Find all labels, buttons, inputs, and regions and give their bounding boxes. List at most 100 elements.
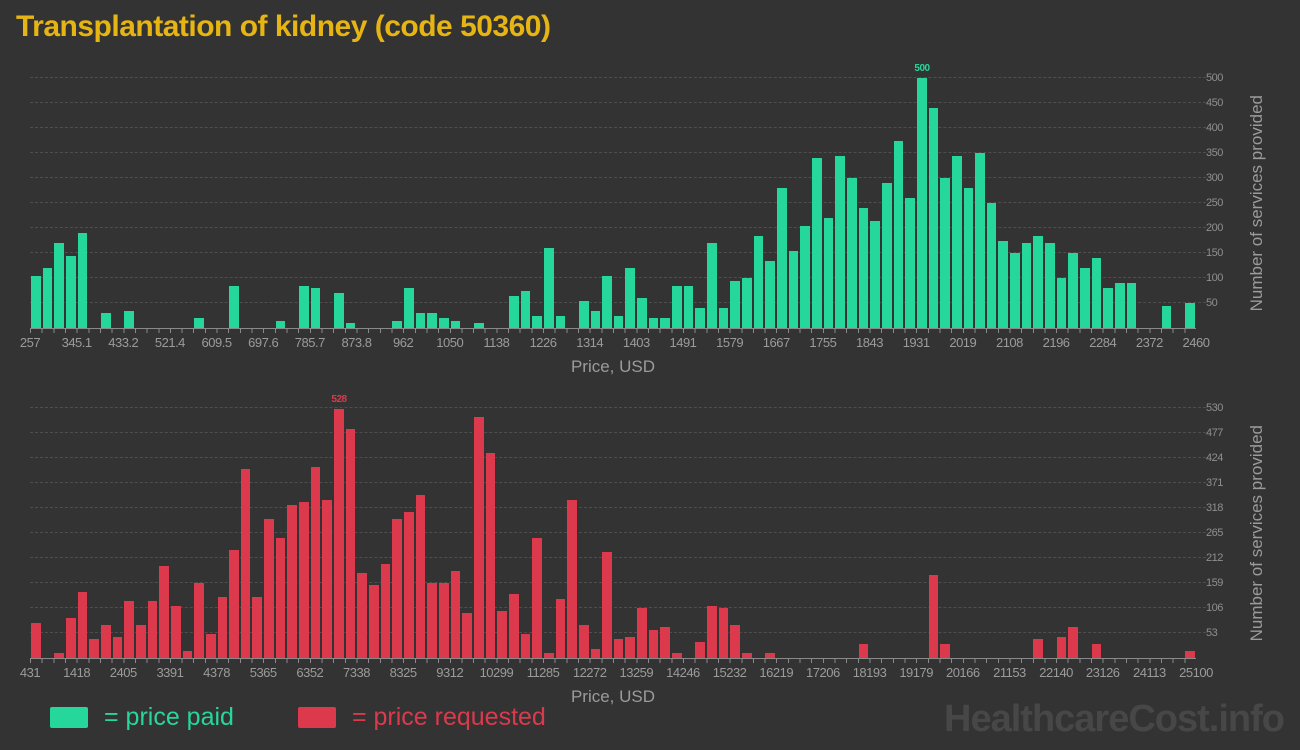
legend-item-price-requested: = price requested	[297, 703, 546, 732]
bar	[54, 653, 64, 658]
bar	[462, 613, 472, 658]
bar	[427, 582, 437, 658]
bar	[299, 502, 309, 658]
x-tick-label: 962	[393, 335, 414, 350]
x-tick-label: 11285	[526, 665, 560, 680]
paid-x-tick-labels: 257 345.1 433.2 521.4 609.5 697.6 785.7 873.8 96…	[20, 335, 1210, 353]
bar	[940, 178, 950, 328]
bar	[905, 198, 915, 328]
bar	[77, 591, 88, 658]
x-tick-label: 20166	[945, 665, 980, 680]
bar	[194, 318, 204, 328]
bar	[835, 155, 845, 328]
bar	[520, 290, 531, 328]
x-tick-label: 1050	[436, 335, 464, 350]
bar	[660, 627, 671, 658]
paid-bars	[30, 78, 1196, 328]
bar	[951, 155, 962, 328]
bar	[672, 285, 682, 328]
x-tick-label: 785.7	[294, 335, 326, 350]
x-tick-label: 12272	[572, 665, 607, 680]
legend-item-price-paid: = price paid	[50, 703, 234, 732]
paid-price-chart: 500 257 345.1 433.2 521.4 609.5 697.6 785.7 873…	[20, 63, 1274, 377]
bar	[170, 606, 181, 658]
x-tick-label: 1755	[809, 335, 837, 350]
bar	[777, 188, 787, 328]
x-tick-label: 521.4	[154, 335, 186, 350]
bar	[54, 243, 64, 328]
x-tick-label: 16219	[759, 665, 794, 680]
bar	[555, 315, 566, 328]
price-requested-swatch	[297, 707, 336, 728]
bar	[695, 308, 706, 328]
bar	[648, 318, 659, 328]
bar	[1033, 639, 1044, 658]
bar	[310, 288, 321, 328]
bar	[415, 495, 426, 658]
bar	[217, 596, 228, 658]
bar	[648, 629, 659, 658]
bar	[485, 452, 496, 658]
x-tick-label: 1403	[622, 335, 650, 350]
bar	[182, 650, 193, 658]
x-tick-label: 1314	[576, 335, 604, 350]
bar	[404, 288, 414, 328]
bar	[928, 108, 939, 328]
bar	[858, 208, 869, 328]
bar	[683, 285, 694, 328]
x-tick-label: 3391	[156, 665, 184, 680]
bar	[275, 537, 286, 658]
x-tick-label: 1579	[716, 335, 744, 350]
bar	[1056, 636, 1067, 658]
bar	[602, 551, 612, 658]
bar	[707, 243, 717, 328]
bar	[473, 417, 484, 658]
bar	[870, 220, 880, 328]
bar	[322, 499, 333, 658]
bar	[392, 518, 402, 658]
bar	[427, 313, 437, 328]
bar	[590, 648, 601, 658]
bar	[345, 429, 356, 658]
x-tick-label: 9312	[436, 665, 464, 680]
bar	[963, 188, 974, 328]
bar	[707, 606, 717, 658]
bar	[555, 599, 566, 658]
bar	[730, 624, 741, 658]
bar	[1184, 303, 1195, 328]
bar	[637, 608, 647, 658]
bar	[730, 280, 741, 328]
bar	[788, 250, 799, 328]
bar	[438, 318, 449, 328]
bar	[89, 639, 99, 658]
bar	[520, 634, 531, 658]
requested-x-axis-title: Price, USD	[570, 687, 656, 706]
bar	[1045, 243, 1055, 328]
requested-x-tick-labels: 431 1418 2405 3391 4378 5365 6352 7338 8325 9312 1…	[20, 665, 1213, 683]
bar	[65, 255, 76, 328]
bar	[450, 570, 461, 658]
paid-y-axis-title-text: Number of services provided	[1247, 94, 1266, 312]
x-tick-label: 14246	[666, 665, 700, 680]
x-tick-label: 2196	[1042, 335, 1070, 350]
requested-y-axis-title: Number of services provided	[1240, 408, 1274, 658]
bar	[893, 140, 904, 328]
x-tick-label: 24113	[1133, 665, 1166, 680]
x-tick-label: 21153	[993, 665, 1026, 680]
x-tick-label: 17206	[806, 665, 840, 680]
x-tick-label: 2460	[1182, 335, 1210, 350]
x-tick-label: 2019	[949, 335, 977, 350]
bar	[1103, 288, 1114, 328]
bar	[543, 653, 554, 658]
bar	[1115, 283, 1125, 328]
bar	[147, 601, 158, 658]
paid-x-axis-line	[30, 328, 1196, 333]
requested-y-tick-labels: 53 106 159 212 265 318 371 424 477 530	[1206, 402, 1223, 639]
x-tick-label: 345.1	[61, 335, 93, 350]
bar	[718, 608, 729, 658]
x-tick-label: 5365	[249, 665, 277, 680]
bar	[1080, 268, 1090, 328]
x-tick-label: 6352	[296, 665, 324, 680]
bar	[31, 622, 41, 658]
x-tick-label: 873.8	[341, 335, 372, 350]
